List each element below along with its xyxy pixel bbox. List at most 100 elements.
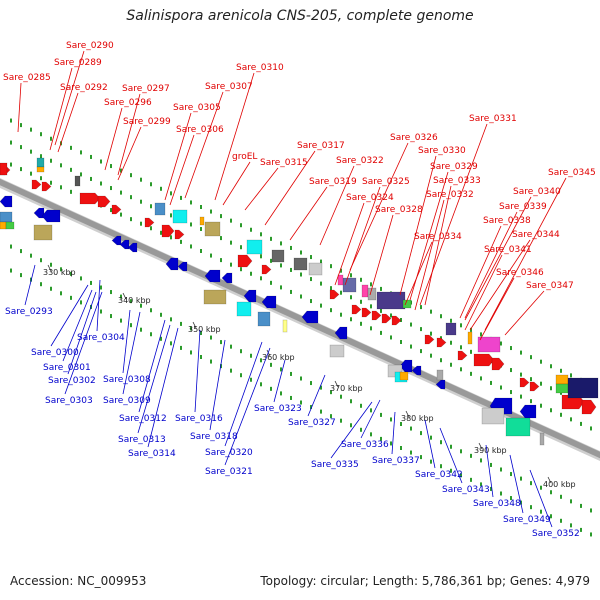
dot-marker: [550, 490, 552, 495]
dot-marker: [440, 314, 442, 319]
reverse-leader-line: [209, 339, 226, 431]
forward-gene-label: Sare_0306: [176, 125, 224, 135]
dot-marker: [500, 467, 502, 472]
dot-marker: [530, 481, 532, 486]
forward-gene-label: Sare_0307: [205, 82, 253, 92]
dot-marker: [80, 276, 82, 281]
forward-gene: [41, 181, 52, 192]
dot-marker: [480, 482, 482, 487]
forward-leader-line: [369, 214, 394, 296]
dot-marker: [110, 164, 112, 169]
gene-block: [293, 257, 308, 271]
dot-marker: [420, 349, 422, 354]
reverse-leader-line: [360, 399, 381, 439]
dot-marker: [280, 241, 282, 246]
dot-marker: [100, 181, 102, 186]
dot-marker: [370, 408, 372, 413]
gene-block: [0, 221, 7, 230]
dot-marker: [240, 245, 242, 250]
reverse-leader-line: [424, 419, 436, 469]
dot-marker: [150, 332, 152, 337]
forward-gene-label: Sare_0339: [499, 202, 547, 212]
dot-marker: [20, 145, 22, 150]
dot-marker: [50, 136, 52, 141]
forward-gene-label: Sare_0305: [173, 103, 221, 113]
dot-marker: [290, 245, 292, 250]
dot-marker: [520, 372, 522, 377]
reverse-gene-label: Sare_0352: [532, 529, 580, 539]
dot-marker: [530, 355, 532, 360]
gene-block: [342, 277, 357, 293]
forward-leader-line: [222, 161, 251, 206]
gene-block: [204, 221, 221, 237]
dot-marker: [230, 262, 232, 267]
genome-summary-text: Topology: circular; Length: 5,786,361 bp…: [260, 574, 590, 588]
reverse-leader-line: [67, 291, 97, 375]
reverse-gene-label: Sare_0312: [119, 414, 167, 424]
dot-marker: [500, 491, 502, 496]
reverse-gene-label: Sare_0335: [311, 460, 359, 470]
reverse-leader-line: [391, 411, 396, 455]
dot-marker: [510, 346, 512, 351]
gene-block: [481, 407, 505, 425]
forward-leader-line: [404, 241, 433, 306]
dot-marker: [390, 417, 392, 422]
dot-marker: [10, 268, 12, 273]
dot-marker: [210, 335, 212, 340]
dot-marker: [470, 477, 472, 482]
dot-marker: [320, 303, 322, 308]
dot-marker: [130, 323, 132, 328]
dot-marker: [450, 318, 452, 323]
dot-marker: [120, 294, 122, 299]
forward-gene: [457, 350, 468, 361]
dot-marker: [470, 371, 472, 376]
dot-marker: [260, 358, 262, 363]
reverse-leader-line: [147, 327, 179, 448]
dot-marker: [50, 158, 52, 163]
dot-marker: [130, 173, 132, 178]
reverse-gene-label: Sare_0316: [175, 414, 223, 424]
reverse-gene: [221, 272, 233, 284]
dot-marker: [250, 271, 252, 276]
forward-gene: [371, 310, 382, 321]
dot-marker: [510, 390, 512, 395]
reverse-leader-line: [24, 264, 36, 306]
dot-marker: [320, 259, 322, 264]
dot-marker: [120, 318, 122, 323]
forward-gene: [529, 381, 540, 392]
dot-marker: [10, 244, 12, 249]
dot-marker: [120, 168, 122, 173]
forward-gene: [111, 204, 122, 215]
dot-marker: [430, 435, 432, 440]
dot-marker: [490, 380, 492, 385]
dot-marker: [180, 345, 182, 350]
reverse-gene: [204, 269, 221, 283]
reverse-leader-line: [307, 374, 326, 417]
reverse-gene: [399, 359, 413, 373]
forward-gene: [424, 334, 435, 345]
dot-marker: [140, 303, 142, 308]
gene-block: [329, 344, 345, 358]
gene-block: [154, 202, 166, 216]
reverse-gene-label: Sare_0349: [503, 515, 551, 525]
dot-marker: [170, 235, 172, 240]
dot-marker: [430, 309, 432, 314]
reverse-gene-label: Sare_0309: [103, 396, 151, 406]
reverse-gene: [165, 257, 179, 271]
gene-block: [257, 311, 271, 327]
reverse-gene-label: Sare_0308: [103, 375, 151, 385]
dot-marker: [370, 432, 372, 437]
dot-marker: [510, 472, 512, 477]
dot-marker: [140, 177, 142, 182]
dot-marker: [460, 367, 462, 372]
gene-block: [172, 209, 188, 224]
dot-marker: [470, 453, 472, 458]
reverse-gene-label: Sare_0342: [415, 470, 463, 480]
dot-marker: [380, 412, 382, 417]
dot-marker: [260, 232, 262, 237]
scale-tick: [334, 380, 339, 388]
dot-marker: [440, 440, 442, 445]
forward-leader-line: [54, 50, 85, 146]
dot-marker: [170, 213, 172, 218]
dot-marker: [410, 450, 412, 455]
